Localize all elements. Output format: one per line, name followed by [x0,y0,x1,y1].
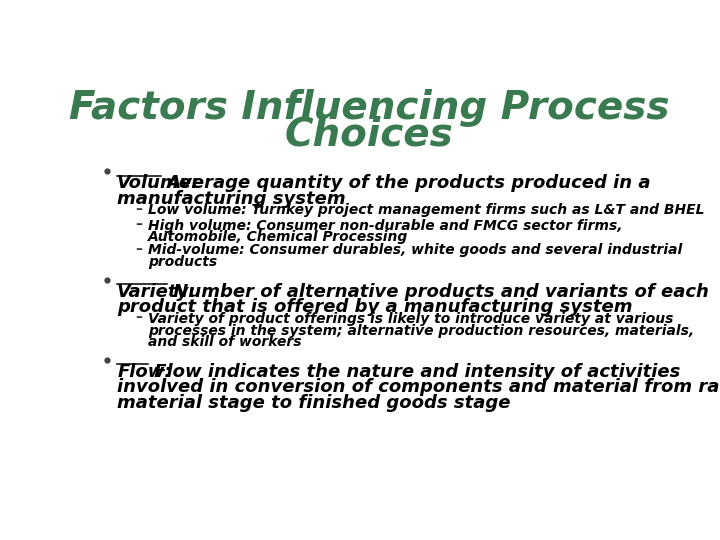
Text: Automobile, Chemical Processing: Automobile, Chemical Processing [148,231,408,244]
Text: –: – [135,310,142,325]
Text: material stage to finished goods stage: material stage to finished goods stage [117,394,510,411]
Text: processes in the system; alternative production resources, materials,: processes in the system; alternative pro… [148,323,694,338]
Text: Flow indicates the nature and intensity of activities: Flow indicates the nature and intensity … [148,363,680,381]
Text: manufacturing system: manufacturing system [117,190,346,207]
Text: involved in conversion of components and material from raw: involved in conversion of components and… [117,378,720,396]
Text: Flow:: Flow: [117,363,172,381]
Text: products: products [148,255,217,269]
Text: High volume: Consumer non-durable and FMCG sector firms,: High volume: Consumer non-durable and FM… [148,219,623,233]
Text: and skill of workers: and skill of workers [148,335,302,349]
Text: Volume:: Volume: [117,174,199,192]
Text: –: – [135,242,142,256]
Text: Variety:: Variety: [117,283,197,301]
Text: Number of alternative products and variants of each: Number of alternative products and varia… [167,283,708,301]
Text: –: – [135,202,142,216]
Text: Variety of product offerings is likely to introduce variety at various: Variety of product offerings is likely t… [148,312,673,326]
Text: Average quantity of the products produced in a: Average quantity of the products produce… [161,174,650,192]
Text: product that is offered by a manufacturing system: product that is offered by a manufacturi… [117,298,633,316]
Text: Factors Influencing Process: Factors Influencing Process [68,90,670,127]
Text: Mid-volume: Consumer durables, white goods and several industrial: Mid-volume: Consumer durables, white goo… [148,244,683,258]
Text: Low volume: Turnkey project management firms such as L&T and BHEL: Low volume: Turnkey project management f… [148,204,705,218]
Text: Choices: Choices [284,116,454,153]
Text: –: – [135,217,142,231]
